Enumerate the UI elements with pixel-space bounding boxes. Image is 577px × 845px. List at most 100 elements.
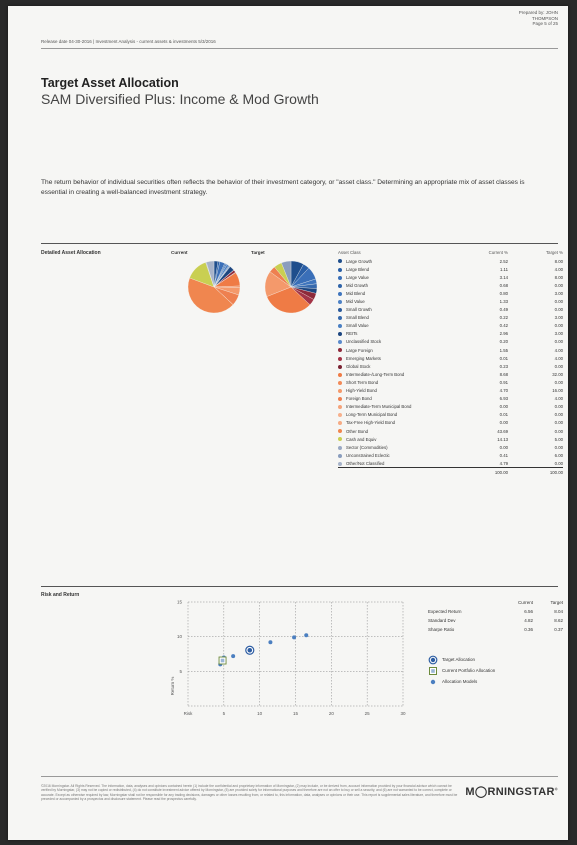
table-row: Mid Growth 0.68 0.00 (338, 281, 563, 289)
table-row: Global Stock 0.23 0.00 (338, 362, 563, 370)
asset-color-icon (338, 372, 342, 377)
y-tick-label: 10 (177, 634, 183, 639)
target-pct: 3.00 (554, 315, 563, 321)
asset-class-name: Cash and Equiv (346, 436, 377, 442)
pie-slice (187, 277, 234, 314)
asset-color-icon (338, 316, 342, 321)
asset-class-cell: Foreign Bond (338, 395, 473, 403)
allocation-divider (41, 243, 558, 244)
asset-color-icon (338, 429, 342, 434)
asset-color-icon (338, 356, 342, 361)
current-pct: 2.52 (499, 258, 508, 264)
asset-class-name: Large Blend (346, 266, 370, 272)
asset-class-cell: Emerging Markets (338, 354, 473, 362)
table-row: Emerging Markets 0.01 4.00 (338, 354, 563, 362)
table-row: Small Blend 0.22 3.00 (338, 314, 563, 322)
current-pct: 14.13 (497, 436, 508, 442)
pie-target-label: Target (251, 250, 265, 255)
asset-class-cell: REITs (338, 330, 473, 338)
pie-current-slices (187, 260, 241, 314)
asset-class-cell: Large Foreign (338, 346, 473, 354)
allocation-section-label: Detailed Asset Allocation (41, 250, 101, 256)
risk-stats-table: Current Target Expected Return 6.56 8.04 St… (428, 598, 563, 634)
asset-class-cell: Long-Term Municipal Bond (338, 411, 473, 419)
current-pct: 0.00 (499, 420, 508, 426)
asset-color-icon (338, 291, 342, 296)
col-current: Current % (488, 250, 508, 255)
risk-divider (41, 586, 558, 587)
table-row: Foreign Bond 6.93 4.00 (338, 395, 563, 403)
asset-color-icon (338, 437, 342, 442)
asset-class-cell: Cash and Equiv (338, 435, 473, 443)
stats-row: Expected Return 6.56 8.04 (428, 607, 563, 616)
stats-current: 6.56 (524, 609, 533, 614)
asset-color-icon (338, 388, 342, 393)
asset-class-cell: Large Value (338, 273, 473, 281)
current-pct: 0.68 (499, 282, 508, 288)
table-row: High-Yield Bond 4.70 16.00 (338, 387, 563, 395)
stats-target: 8.04 (554, 609, 563, 614)
y-tick-label: 5 (179, 669, 182, 674)
allocation-rows: Large Growth 2.52 8.00 Large Blend 1.11 4.00 L… (338, 257, 563, 468)
allocation-table: Asset Class Current % Target % Large Gro… (338, 248, 563, 477)
pie-current-label: Current (171, 250, 188, 255)
current-pct: 0.20 (499, 339, 508, 345)
stats-head-current: Current (517, 600, 533, 605)
current-pct: 8.68 (499, 371, 508, 377)
stats-target: 0.37 (554, 627, 563, 632)
table-row: Intermediate-Term Municipal Bond 0.00 0.00 (338, 403, 563, 411)
table-row: Mid Value 1.33 0.00 (338, 297, 563, 305)
asset-color-icon (338, 332, 342, 337)
asset-class-name: Mid Value (346, 299, 365, 305)
prepared-by-line: Prepared by: JOHN (518, 10, 558, 15)
table-row: Sector (Commodities) 0.00 0.00 (338, 443, 563, 451)
target-pct: 0.00 (554, 339, 563, 345)
asset-class-cell: Mid Value (338, 297, 473, 305)
current-pct: 0.00 (499, 444, 508, 450)
allocation-total-row: 100.00 100.00 (338, 467, 563, 477)
target-pct: 0.00 (554, 282, 563, 288)
risk-section-label: Risk and Return (41, 592, 80, 598)
asset-color-icon (338, 445, 342, 450)
x-tick-label: 25 (365, 711, 371, 716)
pie-target (264, 260, 318, 314)
prepared-name-line: THOMPSON (531, 15, 558, 21)
asset-class-name: Large Foreign (346, 347, 373, 353)
asset-class-cell: Unclassified Stock (338, 338, 473, 346)
stats-row: Sharpe Ratio 0.36 0.37 (428, 625, 563, 634)
total-current: 100.00 (472, 467, 508, 477)
current-portfolio-point-inner (220, 658, 225, 663)
asset-class-name: Sector (Commodities) (346, 444, 388, 450)
asset-class-cell: Unconstrained Eclectic (338, 451, 473, 459)
asset-class-name: Mid Growth (346, 282, 368, 288)
legend-models-label: Allocation Models (442, 679, 478, 684)
current-pct: 0.49 (499, 307, 508, 313)
total-label (338, 467, 473, 477)
pie-slice (281, 260, 292, 288)
pie-target-slices (264, 260, 318, 314)
table-row: Cash and Equiv 14.13 5.00 (338, 435, 563, 443)
current-pct: 4.79 (499, 460, 508, 466)
model-marker-icon (430, 679, 436, 684)
target-pct: 0.00 (554, 428, 563, 434)
asset-color-icon (338, 348, 342, 353)
current-pct: 0.22 (499, 315, 508, 321)
asset-class-name: Large Value (346, 274, 369, 280)
page-title: Target Asset Allocation (41, 76, 179, 90)
pie-slice (206, 260, 215, 288)
stats-header-row: Current Target (428, 598, 563, 607)
asset-class-cell: Short Term Bond (338, 378, 473, 386)
asset-color-icon (338, 299, 342, 304)
page-subtitle: SAM Diversified Plus: Income & Mod Growt… (41, 91, 319, 107)
table-row: Unclassified Stock 0.20 0.00 (338, 338, 563, 346)
current-pct: 1.11 (499, 266, 508, 272)
legend-current-label: Current Portfolio Allocation (442, 668, 496, 673)
target-marker-icon (428, 655, 438, 664)
asset-color-icon (338, 259, 342, 264)
current-pct: 0.01 (499, 355, 508, 361)
target-pct: 0.00 (554, 412, 563, 418)
current-pct: 2.96 (499, 331, 508, 337)
legend-target-label: Target Allocation (442, 657, 476, 662)
asset-class-name: Emerging Markets (346, 355, 381, 361)
stats-header-blank (428, 598, 501, 607)
